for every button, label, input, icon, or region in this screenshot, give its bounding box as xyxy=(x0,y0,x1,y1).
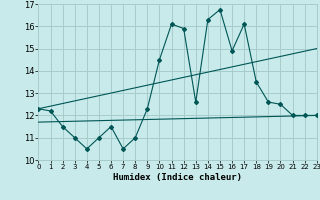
X-axis label: Humidex (Indice chaleur): Humidex (Indice chaleur) xyxy=(113,173,242,182)
